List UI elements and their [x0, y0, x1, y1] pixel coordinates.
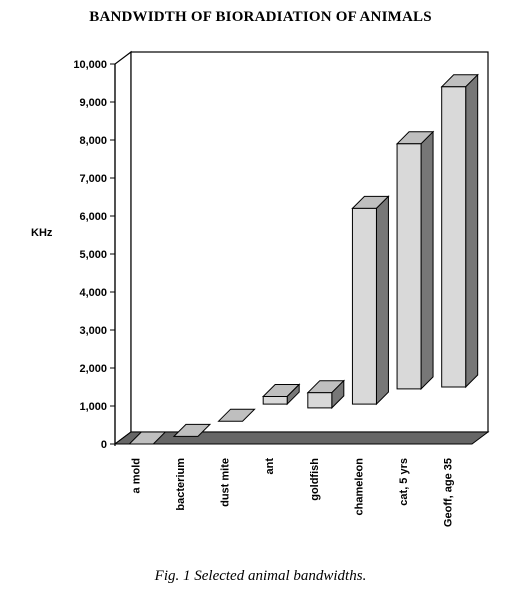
x-tick-label: dust mite — [220, 458, 232, 507]
x-tick-label: Geoff, age 35 — [443, 458, 455, 527]
x-tick-label: goldfish — [309, 458, 321, 501]
bar-top — [128, 431, 167, 445]
floor-plane — [113, 431, 490, 445]
bar-side — [465, 73, 479, 389]
bar-front — [351, 207, 377, 405]
bars — [128, 73, 479, 445]
bar-side — [420, 130, 434, 391]
y-tick-label: 2,000 — [79, 363, 107, 375]
y-tick-label: 8,000 — [79, 135, 107, 147]
x-tick-label: bacterium — [175, 458, 187, 511]
bar-side — [375, 195, 389, 406]
figure-caption: Fig. 1 Selected animal bandwidths. — [154, 568, 367, 584]
bar-top — [172, 423, 212, 437]
bar — [395, 130, 435, 391]
bar — [261, 383, 301, 406]
y-tick-label: 4,000 — [79, 287, 107, 299]
y-tick-label: 10,000 — [73, 59, 107, 71]
bar-front — [396, 143, 422, 390]
y-tick-label: 1,000 — [79, 401, 107, 413]
x-tick-label: cat, 5 yrs — [398, 458, 410, 506]
bar — [128, 431, 167, 445]
back-wall — [130, 51, 489, 433]
bar-front — [262, 396, 288, 405]
y-axis-label: KHz — [31, 227, 53, 239]
y-tick-label: 6,000 — [79, 211, 107, 223]
y-tick-label: 5,000 — [79, 249, 107, 261]
chart-floor — [113, 431, 490, 445]
bar — [217, 408, 256, 422]
y-tick-label: 7,000 — [79, 173, 107, 185]
x-axis-labels: a mold bacterium dust mite ant goldfish chame… — [130, 458, 454, 527]
bar-front — [307, 392, 333, 409]
y-axis: 0 1,000 2,000 3,000 4,000 5,000 6,000 7,000 8,00… — [73, 59, 116, 451]
bar-front — [441, 86, 467, 388]
x-tick-label: ant — [264, 458, 276, 475]
left-wall — [114, 50, 132, 446]
bar — [351, 195, 390, 406]
bar — [172, 423, 212, 437]
bar — [440, 73, 479, 389]
y-tick-label: 3,000 — [79, 325, 107, 337]
bar — [306, 379, 346, 410]
bar-top — [217, 408, 256, 422]
y-tick-label: 9,000 — [79, 97, 107, 109]
chart-title: BANDWIDTH OF BIORADIATION OF ANIMALS — [89, 9, 432, 25]
x-tick-label: chameleon — [353, 458, 365, 516]
x-tick-label: a mold — [130, 458, 142, 493]
y-tick-label: 0 — [101, 439, 107, 451]
